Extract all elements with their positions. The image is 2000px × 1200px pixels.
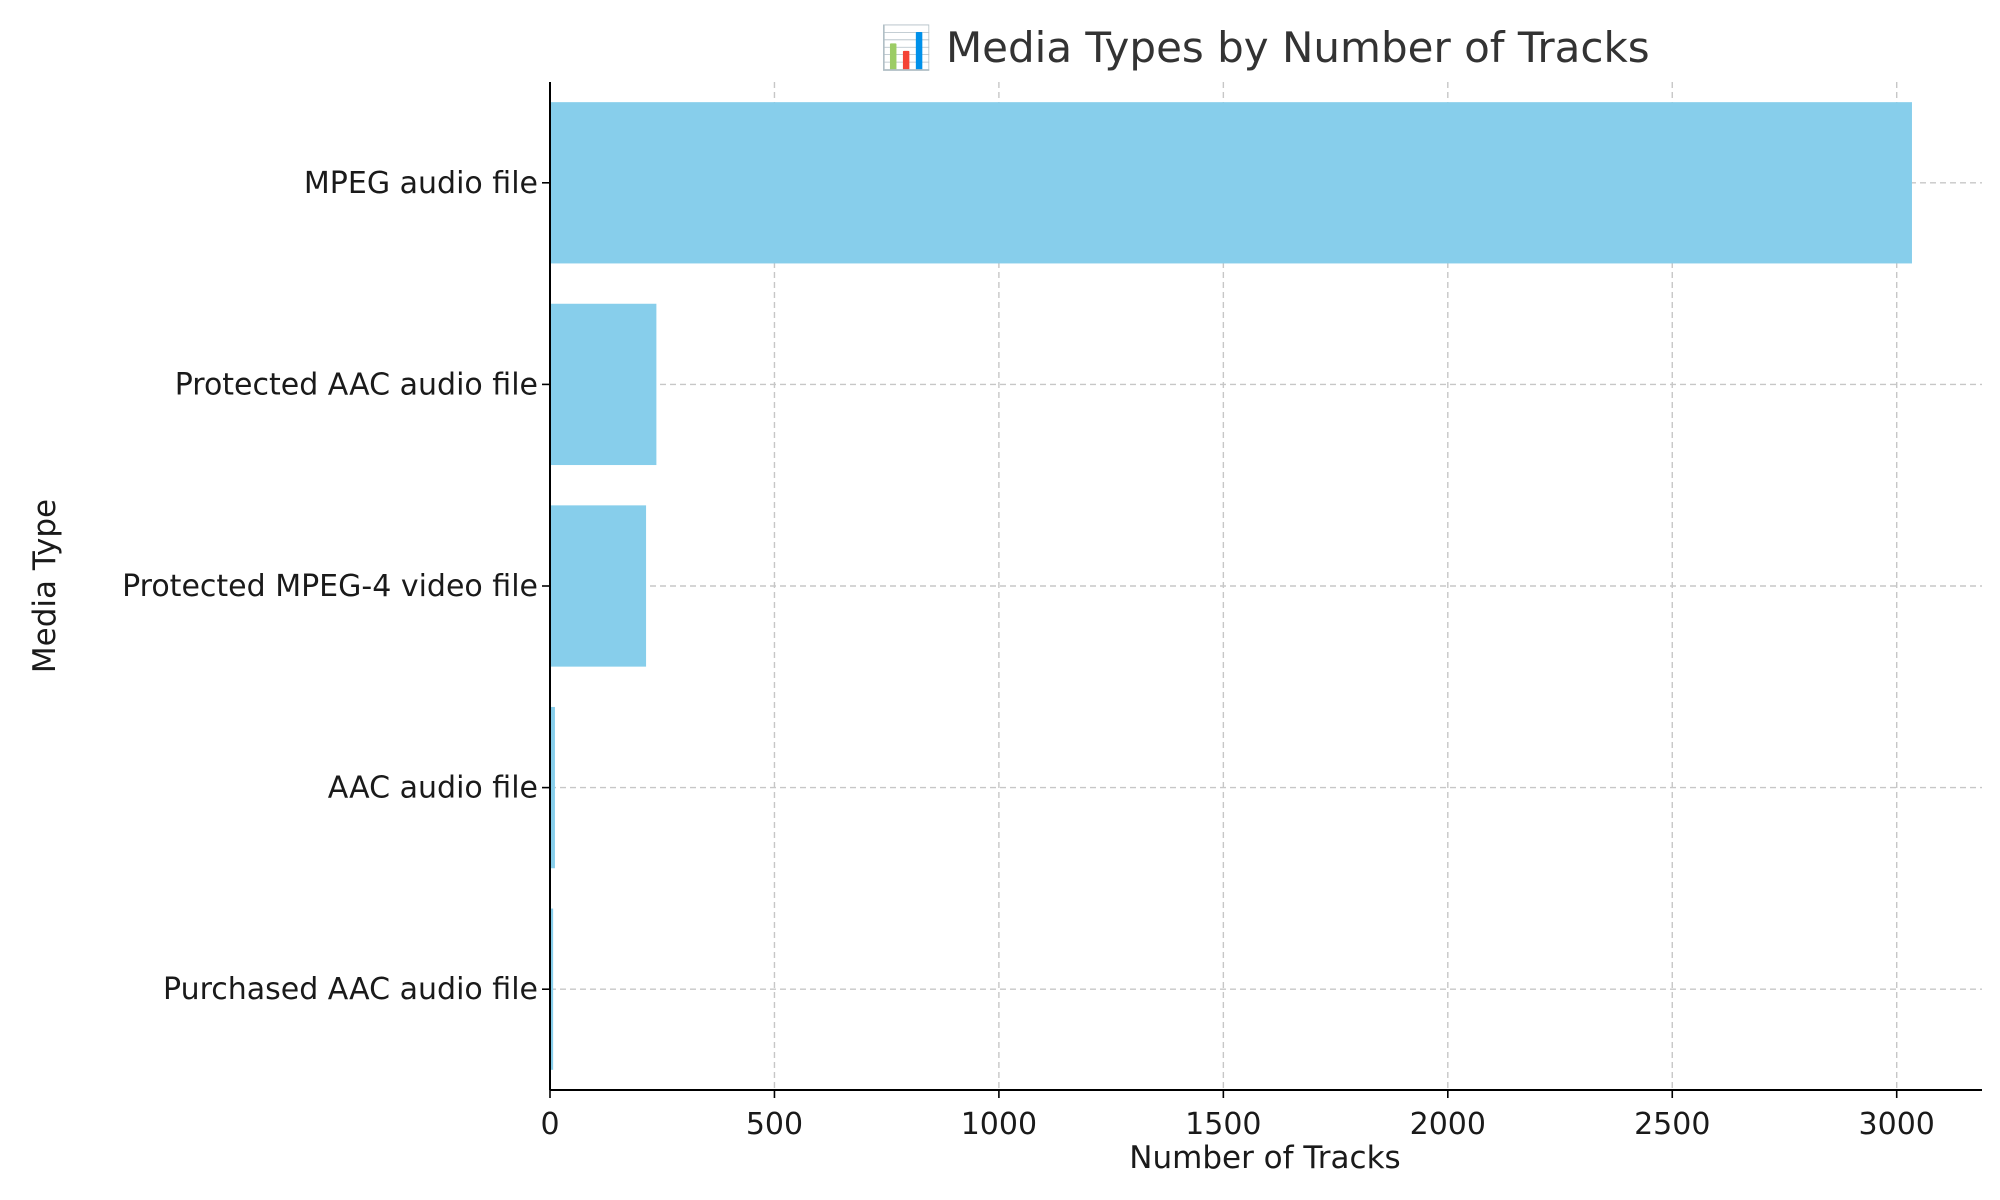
y-tick-label: Purchased AAC audio file <box>163 972 538 1007</box>
x-tick-label: 500 <box>746 1107 803 1142</box>
bars <box>550 102 1912 1070</box>
chart-title: 📊 Media Types by Number of Tracks <box>880 23 1649 72</box>
tick-labels: 0 500 1000 1500 2000 2500 3000 MPEG audio file P… <box>122 166 1935 1142</box>
x-tick-label: 2000 <box>1410 1107 1486 1142</box>
x-tick-label: 3000 <box>1859 1107 1935 1142</box>
bar <box>550 303 657 466</box>
x-tick-label: 0 <box>540 1107 559 1142</box>
y-tick-label: Protected AAC audio file <box>175 367 538 402</box>
y-tick-label: MPEG audio file <box>304 166 538 201</box>
bar <box>550 505 647 667</box>
y-tick-label: Protected MPEG-4 video file <box>122 569 538 604</box>
x-tick-label: 2500 <box>1634 1107 1710 1142</box>
y-axis-title: Media Type <box>27 499 63 673</box>
x-tick-label: 1000 <box>961 1107 1037 1142</box>
x-axis-title: Number of Tracks <box>1129 1140 1400 1176</box>
bar <box>550 102 1912 264</box>
x-tick-label: 1500 <box>1185 1107 1261 1142</box>
y-tick-label: AAC audio file <box>328 771 538 806</box>
bar <box>550 908 554 1070</box>
bar <box>550 706 555 869</box>
